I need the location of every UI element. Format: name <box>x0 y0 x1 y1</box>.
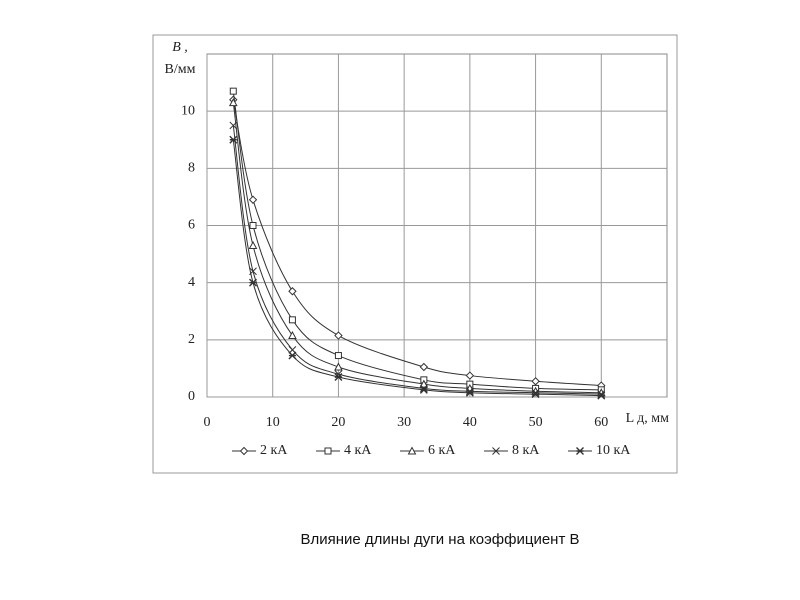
y-tick-label: 6 <box>188 218 195 233</box>
legend-label: 10 кА <box>596 443 631 458</box>
marker <box>597 390 606 398</box>
chart-frame <box>152 34 678 474</box>
marker <box>334 362 343 371</box>
marker <box>419 362 429 372</box>
x-tick-label: 20 <box>331 415 345 430</box>
legend-label: 2 кА <box>260 443 288 458</box>
marker <box>531 390 540 399</box>
y-tick-label: 2 <box>188 332 195 347</box>
x-tick-label: 40 <box>463 415 477 430</box>
marker <box>288 316 296 324</box>
y-axis-label: В/мм <box>165 62 196 77</box>
y-tick-label: 10 <box>181 103 195 118</box>
marker <box>576 447 584 455</box>
x-tick-label: 10 <box>266 415 280 430</box>
x-tick-label: 50 <box>529 415 543 430</box>
marker <box>248 195 258 204</box>
marker <box>465 371 475 380</box>
marker <box>492 447 500 455</box>
marker <box>334 372 343 381</box>
marker <box>249 278 257 287</box>
series-line <box>232 139 602 397</box>
marker <box>288 351 297 360</box>
caption: Влияние длины дуги на коэффициент B <box>300 531 579 548</box>
series-line <box>232 102 602 394</box>
legend-label: 6 кА <box>428 443 456 458</box>
marker <box>531 377 540 386</box>
marker <box>466 387 474 396</box>
x-axis-label: L д, мм <box>626 411 670 426</box>
marker <box>597 391 606 400</box>
y-tick-label: 0 <box>188 389 195 404</box>
marker <box>229 135 238 144</box>
marker <box>334 352 342 360</box>
y-tick-label: 8 <box>188 161 195 176</box>
marker <box>419 385 428 394</box>
legend-label: 4 кА <box>344 443 372 458</box>
marker <box>407 446 417 455</box>
marker <box>229 87 237 95</box>
marker <box>288 287 297 296</box>
marker <box>288 330 297 340</box>
marker <box>465 388 474 397</box>
marker <box>420 384 428 393</box>
x-tick-label: 30 <box>397 415 411 430</box>
marker <box>239 446 249 456</box>
x-tick-label: 0 <box>204 415 211 430</box>
x-tick-label: 60 <box>594 415 608 430</box>
y-tick-label: 4 <box>188 275 195 290</box>
series-line <box>232 99 602 387</box>
legend-label: 8 кА <box>512 443 540 458</box>
marker <box>228 98 238 107</box>
marker <box>419 379 429 388</box>
marker <box>531 388 540 397</box>
series-line <box>232 125 602 395</box>
marker <box>334 331 343 340</box>
marker <box>324 447 332 455</box>
marker <box>248 240 258 250</box>
marker <box>249 222 257 229</box>
marker <box>229 121 238 130</box>
y-axis-label: B , <box>172 40 188 55</box>
